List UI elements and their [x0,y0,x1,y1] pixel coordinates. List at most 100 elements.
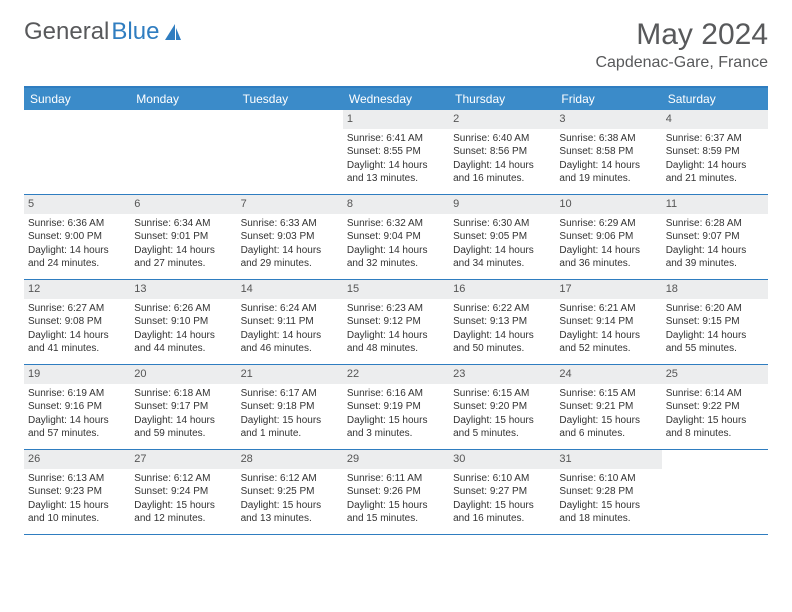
day-cell: 9Sunrise: 6:30 AMSunset: 9:05 PMDaylight… [449,195,555,279]
sunrise-text: Sunrise: 6:13 AM [28,472,126,486]
week-row: 1Sunrise: 6:41 AMSunset: 8:55 PMDaylight… [24,110,768,195]
sunset-text: Sunset: 9:21 PM [559,400,657,414]
day-number: 13 [130,280,236,299]
daylight-text: and 19 minutes. [559,172,657,186]
day-cell: 25Sunrise: 6:14 AMSunset: 9:22 PMDayligh… [662,365,768,449]
header: GeneralBlue May 2024 Capdenac-Gare, Fran… [24,18,768,72]
daylight-text: Daylight: 14 hours [453,244,551,258]
daylight-text: and 52 minutes. [559,342,657,356]
day-cell: 21Sunrise: 6:17 AMSunset: 9:18 PMDayligh… [237,365,343,449]
daylight-text: and 3 minutes. [347,427,445,441]
daylight-text: and 50 minutes. [453,342,551,356]
day-number: 17 [555,280,661,299]
dayheader: Wednesday [343,88,449,110]
sunset-text: Sunset: 9:06 PM [559,230,657,244]
day-number: 14 [237,280,343,299]
day-cell: 18Sunrise: 6:20 AMSunset: 9:15 PMDayligh… [662,280,768,364]
logo-text-b: Blue [111,18,159,46]
daylight-text: and 13 minutes. [241,512,339,526]
day-number: 12 [24,280,130,299]
daylight-text: and 29 minutes. [241,257,339,271]
daylight-text: Daylight: 15 hours [134,499,232,513]
daylight-text: Daylight: 14 hours [347,244,445,258]
daylight-text: and 16 minutes. [453,512,551,526]
month-title: May 2024 [595,18,768,52]
logo-text-a: General [24,18,109,46]
daylight-text: and 5 minutes. [453,427,551,441]
day-number [237,110,343,114]
day-number: 19 [24,365,130,384]
sunset-text: Sunset: 8:55 PM [347,145,445,159]
day-cell: 16Sunrise: 6:22 AMSunset: 9:13 PMDayligh… [449,280,555,364]
day-number: 3 [555,110,661,129]
daylight-text: and 16 minutes. [453,172,551,186]
sunset-text: Sunset: 9:04 PM [347,230,445,244]
daylight-text: and 55 minutes. [666,342,764,356]
sunrise-text: Sunrise: 6:12 AM [134,472,232,486]
day-number: 8 [343,195,449,214]
day-cell: 23Sunrise: 6:15 AMSunset: 9:20 PMDayligh… [449,365,555,449]
day-cell [237,110,343,194]
dayheader: Sunday [24,88,130,110]
daylight-text: and 34 minutes. [453,257,551,271]
sunrise-text: Sunrise: 6:27 AM [28,302,126,316]
sunrise-text: Sunrise: 6:16 AM [347,387,445,401]
sunset-text: Sunset: 9:20 PM [453,400,551,414]
daylight-text: Daylight: 15 hours [559,414,657,428]
dayheader: Friday [555,88,661,110]
sunrise-text: Sunrise: 6:15 AM [559,387,657,401]
day-number: 15 [343,280,449,299]
day-cell: 7Sunrise: 6:33 AMSunset: 9:03 PMDaylight… [237,195,343,279]
day-cell: 2Sunrise: 6:40 AMSunset: 8:56 PMDaylight… [449,110,555,194]
sunset-text: Sunset: 9:03 PM [241,230,339,244]
day-number: 5 [24,195,130,214]
sunset-text: Sunset: 8:56 PM [453,145,551,159]
day-number: 24 [555,365,661,384]
day-number: 23 [449,365,555,384]
daylight-text: Daylight: 14 hours [28,329,126,343]
daylight-text: Daylight: 14 hours [453,329,551,343]
day-cell: 5Sunrise: 6:36 AMSunset: 9:00 PMDaylight… [24,195,130,279]
week-row: 5Sunrise: 6:36 AMSunset: 9:00 PMDaylight… [24,195,768,280]
day-cell: 1Sunrise: 6:41 AMSunset: 8:55 PMDaylight… [343,110,449,194]
sunrise-text: Sunrise: 6:41 AM [347,132,445,146]
daylight-text: and 8 minutes. [666,427,764,441]
day-cell [662,450,768,534]
daylight-text: Daylight: 14 hours [134,329,232,343]
daylight-text: Daylight: 14 hours [28,414,126,428]
sunset-text: Sunset: 9:18 PM [241,400,339,414]
sunrise-text: Sunrise: 6:37 AM [666,132,764,146]
dayheader: Thursday [449,88,555,110]
dayheader: Saturday [662,88,768,110]
daylight-text: and 39 minutes. [666,257,764,271]
logo: GeneralBlue [24,18,183,46]
day-cell [130,110,236,194]
daylight-text: Daylight: 15 hours [453,499,551,513]
day-number: 18 [662,280,768,299]
sunrise-text: Sunrise: 6:19 AM [28,387,126,401]
daylight-text: and 21 minutes. [666,172,764,186]
sunset-text: Sunset: 9:17 PM [134,400,232,414]
day-cell: 28Sunrise: 6:12 AMSunset: 9:25 PMDayligh… [237,450,343,534]
sunrise-text: Sunrise: 6:11 AM [347,472,445,486]
daylight-text: and 15 minutes. [347,512,445,526]
daylight-text: and 12 minutes. [134,512,232,526]
daylight-text: Daylight: 14 hours [347,329,445,343]
sunset-text: Sunset: 9:12 PM [347,315,445,329]
daylight-text: Daylight: 14 hours [666,244,764,258]
day-cell: 26Sunrise: 6:13 AMSunset: 9:23 PMDayligh… [24,450,130,534]
sunrise-text: Sunrise: 6:20 AM [666,302,764,316]
daylight-text: and 10 minutes. [28,512,126,526]
daylight-text: and 46 minutes. [241,342,339,356]
day-number [130,110,236,114]
weeks-container: 1Sunrise: 6:41 AMSunset: 8:55 PMDaylight… [24,110,768,535]
day-number: 9 [449,195,555,214]
daylight-text: and 24 minutes. [28,257,126,271]
daylight-text: and 48 minutes. [347,342,445,356]
sunset-text: Sunset: 9:28 PM [559,485,657,499]
sunrise-text: Sunrise: 6:17 AM [241,387,339,401]
daylight-text: Daylight: 14 hours [559,329,657,343]
daylight-text: Daylight: 14 hours [453,159,551,173]
daylight-text: Daylight: 15 hours [241,414,339,428]
daylight-text: and 32 minutes. [347,257,445,271]
